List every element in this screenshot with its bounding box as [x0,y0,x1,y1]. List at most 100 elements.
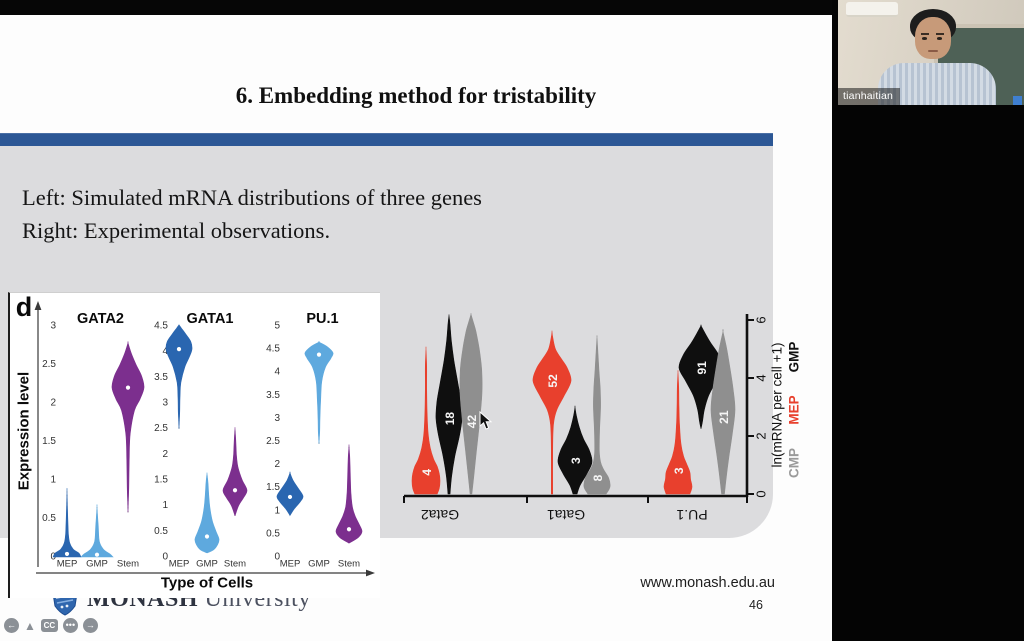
violin-GATA2-GMP [80,504,114,558]
x-tick-label: GMP [308,559,330,570]
violin-GATA1-GMP [194,472,220,554]
body-line-left: Left: Simulated mRNA distributions of th… [22,185,482,210]
violin-Gata1-CMP [583,335,611,495]
legend-CMP: CMP [787,448,802,478]
y-tick-label: 1.5 [154,475,168,486]
value-tick-label: 4 [754,374,769,381]
value-tick-label: 2 [754,432,769,439]
violin-PU.1-GMP [304,341,334,444]
violin-GATA1-MEP [165,324,193,429]
presenter-eye [922,37,927,40]
slide-title: 6. Embedding method for tristability [235,83,597,108]
violin-GATA1-Stem [222,427,248,517]
x-tick-label: MEP [57,559,78,570]
y-tick-label: 1 [274,505,280,516]
more-options-button[interactable]: ••• [62,618,78,633]
y-tick-label: 2.5 [42,359,56,370]
legend-GMP: GMP [787,342,802,373]
cell-count-label: 3 [569,457,583,464]
y-tick-label: 4 [274,367,280,378]
x-tick-label: Stem [338,559,360,570]
violin-PU.1-Stem [335,444,363,544]
y-tick-label: 1 [162,500,168,511]
slide-url: www.monash.edu.au [640,575,775,591]
y-tick-label: 4 [162,346,168,357]
y-tick-label: 3 [274,413,280,424]
presenter-face [915,17,951,59]
ellipsis-icon: ••• [65,620,76,630]
value-tick-label: 6 [754,316,769,323]
value-axis-title: ln(mRNA per cell +1) [770,343,785,468]
violin-Gata2-GMP [435,314,463,495]
y-tick-label: 1.5 [42,436,56,447]
y-tick-label: 1 [50,475,56,486]
y-tick-label: 2.5 [154,423,168,434]
y-tick-label: 2 [162,449,168,460]
subplot-title: GATA2 [77,311,124,327]
legend-MEP: MEP [787,395,802,424]
y-tick-label: 0.5 [266,528,280,539]
presentation-controls: ← ▲ CC ••• → [4,618,98,633]
violin-GATA2-MEP [52,487,82,558]
pointer-tool-button[interactable]: ▲ [24,620,36,632]
y-tick-label: 0.5 [154,526,168,537]
presentation-slide: 6. Embedding method for tristability Lef… [0,15,832,641]
y-axis-arrowhead [34,301,42,310]
cell-count-label: 42 [465,415,479,429]
y-tick-label: 3 [162,398,168,409]
presenter-mouth [928,50,938,52]
y-tick-label: 3.5 [266,390,280,401]
letterbox-top [0,0,832,15]
median-dot [316,352,322,357]
next-slide-button[interactable]: → [82,618,98,633]
y-tick-label: 2.5 [266,436,280,447]
experimental-violin-figure: 0 2 4 6 ln(mRNA per cell +1) CMP MEP GMP 4 18 42 Ga… [403,313,802,523]
presenter-eye [937,37,942,40]
y-tick-label: 5 [274,321,280,332]
y-tick-label: 1.5 [266,482,280,493]
violin-Gata2-CMP [459,313,483,495]
median-dot [287,494,293,500]
y-tick-label: 3.5 [154,372,168,383]
x-tick-label: MEP [280,559,301,570]
violin-PU.1-CMP [710,329,736,495]
y-tick-label: 3 [50,321,56,332]
closed-captions-button[interactable]: CC [40,619,58,632]
y-tick-label: 0 [274,552,280,563]
webcam-video[interactable]: tianhaitian [838,0,1024,105]
cell-count-label: 21 [717,410,731,424]
subplot-title: PU.1 [306,311,338,327]
slide-page-number: 46 [749,598,763,612]
y-tick-label: 0.5 [42,513,56,524]
cell-count-label: 4 [420,469,434,476]
cell-count-label: 8 [591,474,605,481]
median-dot [204,534,210,539]
previous-slide-button[interactable]: ← [4,618,19,633]
violin-Gata1-GMP [557,405,593,495]
cell-count-label: 3 [672,467,686,474]
air-conditioner [846,2,898,17]
participant-name-label: tianhaitian [838,88,901,105]
y-tick-label: 2 [274,459,280,470]
x-tick-label: Stem [117,559,139,570]
gene-label-Gata1: Gata1 [547,507,585,523]
median-dot [176,347,182,352]
y-tick-label: 4.5 [154,321,168,332]
x-axis-arrowhead [366,569,375,577]
median-dot [125,385,131,390]
x-tick-label: GMP [86,559,108,570]
violin-GATA2-Stem [111,341,145,513]
simulated-violin-svg: d Expression level Type of Cells 0 0.5 1 1.5 2 2… [16,292,375,592]
violin-PU.1-MEP [663,370,693,495]
x-tick-label: MEP [169,559,190,570]
violin-PU.1-MEP [276,471,304,517]
x-tick-label: Stem [224,559,246,570]
mouse-cursor [479,411,493,430]
slide-body-text: Left: Simulated mRNA distributions of th… [22,181,482,247]
body-line-right: Right: Experimental observations. [22,218,331,243]
cell-count-label: 18 [443,412,457,426]
gene-label-Gata2: Gata2 [421,507,459,523]
panel-label: d [16,293,33,322]
median-dot [94,552,100,557]
